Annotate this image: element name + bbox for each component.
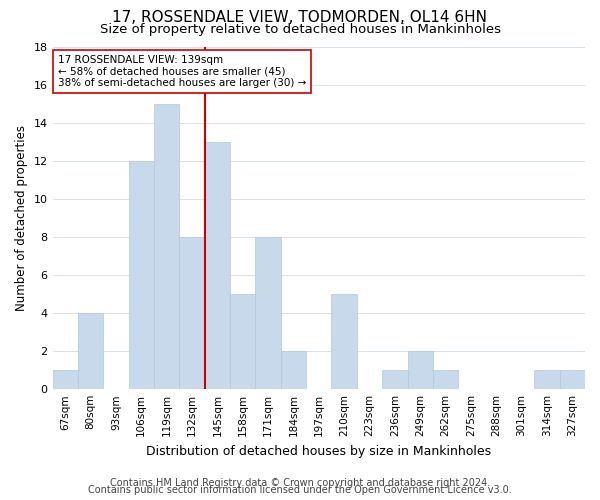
Y-axis label: Number of detached properties: Number of detached properties <box>15 125 28 311</box>
Bar <box>154 104 179 389</box>
Text: Size of property relative to detached houses in Mankinholes: Size of property relative to detached ho… <box>100 22 500 36</box>
Text: Contains public sector information licensed under the Open Government Licence v3: Contains public sector information licen… <box>88 485 512 495</box>
Bar <box>281 351 306 389</box>
Bar <box>179 237 205 389</box>
Text: Contains HM Land Registry data © Crown copyright and database right 2024.: Contains HM Land Registry data © Crown c… <box>110 478 490 488</box>
Bar <box>433 370 458 389</box>
Bar <box>230 294 256 389</box>
Bar <box>407 351 433 389</box>
Bar <box>78 313 103 389</box>
Bar <box>256 237 281 389</box>
Bar <box>128 160 154 389</box>
Text: 17 ROSSENDALE VIEW: 139sqm
← 58% of detached houses are smaller (45)
38% of semi: 17 ROSSENDALE VIEW: 139sqm ← 58% of deta… <box>58 55 306 88</box>
Bar <box>205 142 230 389</box>
Bar <box>560 370 585 389</box>
Bar <box>331 294 357 389</box>
Bar <box>382 370 407 389</box>
X-axis label: Distribution of detached houses by size in Mankinholes: Distribution of detached houses by size … <box>146 444 491 458</box>
Text: 17, ROSSENDALE VIEW, TODMORDEN, OL14 6HN: 17, ROSSENDALE VIEW, TODMORDEN, OL14 6HN <box>113 10 487 25</box>
Bar <box>534 370 560 389</box>
Bar <box>53 370 78 389</box>
